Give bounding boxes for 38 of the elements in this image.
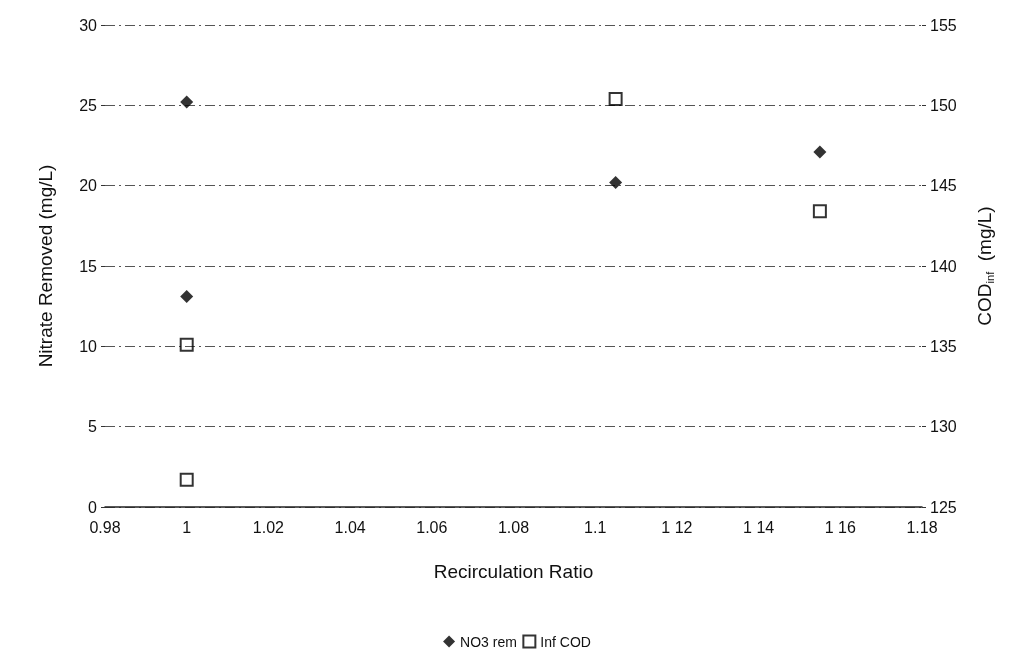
y2-tick-label: 140 bbox=[930, 257, 957, 275]
y2-tick-label: 145 bbox=[930, 177, 957, 195]
y-tick-label: 0 bbox=[88, 498, 98, 516]
point bbox=[179, 337, 194, 352]
x-tick-label: 1 bbox=[182, 518, 192, 536]
point bbox=[180, 95, 194, 109]
point bbox=[180, 290, 194, 304]
y2-tick-label: 150 bbox=[930, 96, 957, 114]
x-axis-title: Recirculation Ratio bbox=[433, 561, 594, 582]
y-axis-title: Nitrate Removed (mg/L) bbox=[35, 164, 56, 368]
point bbox=[179, 472, 194, 487]
y2-tick-label: 125 bbox=[930, 498, 957, 516]
y2-tick-label: 135 bbox=[930, 337, 957, 355]
y-tick-label: 10 bbox=[79, 337, 98, 355]
y2-tick-label: 130 bbox=[930, 418, 957, 436]
x-tick-label: 1.1 bbox=[584, 518, 607, 536]
y-tick-label: 20 bbox=[79, 177, 98, 195]
x-tick-label: 1.08 bbox=[497, 518, 530, 536]
point bbox=[812, 204, 827, 219]
legend-label: NO3 rem bbox=[460, 633, 517, 650]
y2-tick-label: 155 bbox=[930, 16, 957, 34]
y-tick-label: 30 bbox=[79, 16, 98, 34]
x-tick-label: 1 14 bbox=[743, 518, 775, 536]
x-tick-label: 1 16 bbox=[824, 518, 856, 536]
point bbox=[608, 91, 623, 106]
legend-label: Inf COD bbox=[540, 633, 591, 650]
x-tick-label: 1.18 bbox=[906, 518, 938, 536]
x-tick-label: 0.98 bbox=[89, 518, 121, 536]
point bbox=[813, 145, 827, 159]
y2-axis-title: CODinf (mg/L) bbox=[974, 206, 996, 326]
y-tick-label: 5 bbox=[88, 418, 98, 436]
y-tick-label: 25 bbox=[79, 96, 98, 114]
point bbox=[609, 175, 623, 189]
x-tick-label: 1.04 bbox=[334, 518, 366, 536]
y-tick-label: 15 bbox=[79, 257, 98, 275]
x-tick-label: 1.06 bbox=[416, 518, 448, 536]
x-tick-label: 1.02 bbox=[252, 518, 285, 536]
x-tick-label: 1 12 bbox=[661, 518, 693, 536]
